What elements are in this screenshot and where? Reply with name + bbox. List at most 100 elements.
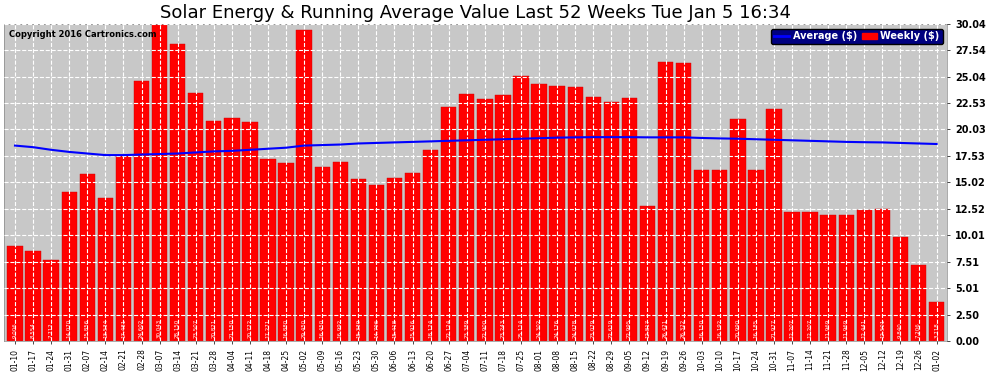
Text: 23.507: 23.507 <box>193 318 198 338</box>
Text: 26.421: 26.421 <box>663 318 668 338</box>
Bar <box>585 97 601 341</box>
Bar <box>604 102 619 341</box>
Bar <box>694 170 710 341</box>
Bar <box>206 121 222 341</box>
Text: 20.722: 20.722 <box>248 318 252 338</box>
Bar <box>712 170 728 341</box>
Text: 11.969: 11.969 <box>843 318 848 338</box>
Bar <box>839 214 854 341</box>
Text: 16.150: 16.150 <box>699 318 704 338</box>
Bar <box>278 163 294 341</box>
Bar <box>61 192 77 341</box>
Bar <box>549 86 565 341</box>
Bar <box>803 212 818 341</box>
Bar <box>441 107 456 341</box>
Bar <box>151 24 167 341</box>
Text: 12.501: 12.501 <box>880 318 885 338</box>
Bar <box>893 237 908 341</box>
Text: 24.302: 24.302 <box>537 318 542 338</box>
Text: 22.900: 22.900 <box>482 318 487 338</box>
Bar <box>333 162 347 341</box>
Text: 9.006: 9.006 <box>13 322 18 338</box>
Bar <box>188 93 203 341</box>
Text: 18.124: 18.124 <box>428 318 434 338</box>
Bar <box>784 212 800 341</box>
Text: 29.450: 29.450 <box>302 318 307 338</box>
Text: 23.079: 23.079 <box>591 318 596 338</box>
Bar <box>929 302 944 341</box>
Bar <box>405 173 420 341</box>
Bar <box>170 44 185 341</box>
Text: 17.271: 17.271 <box>265 318 270 338</box>
Text: 15.339: 15.339 <box>355 318 360 338</box>
Bar <box>640 206 655 341</box>
Bar <box>821 214 836 341</box>
Bar <box>748 170 763 341</box>
Text: 13.534: 13.534 <box>103 318 108 338</box>
Text: 26.322: 26.322 <box>681 318 686 338</box>
Bar <box>477 99 492 341</box>
Text: 12.207: 12.207 <box>790 318 795 338</box>
Text: 7.712: 7.712 <box>49 322 53 338</box>
Text: 22.995: 22.995 <box>627 318 632 338</box>
Text: 17.481: 17.481 <box>121 318 126 338</box>
Text: 24.078: 24.078 <box>572 318 578 338</box>
Bar <box>387 178 402 341</box>
Text: 15.418: 15.418 <box>392 318 397 338</box>
Bar <box>7 246 23 341</box>
Text: 3.718: 3.718 <box>935 322 940 338</box>
Text: 16.992: 16.992 <box>338 318 343 338</box>
Text: 12.207: 12.207 <box>808 318 813 338</box>
Bar <box>243 122 257 341</box>
Text: 23.389: 23.389 <box>464 318 469 338</box>
Text: 21.150: 21.150 <box>230 318 235 338</box>
Bar <box>856 210 872 341</box>
Text: 24.602: 24.602 <box>139 318 144 338</box>
Bar <box>658 62 673 341</box>
Bar <box>224 118 240 341</box>
Bar <box>622 98 638 341</box>
Text: 14.796: 14.796 <box>374 318 379 338</box>
Text: 22.619: 22.619 <box>609 318 614 338</box>
Text: 21.977: 21.977 <box>771 318 776 338</box>
Bar <box>26 251 41 341</box>
Bar <box>79 174 95 341</box>
Text: 24.176: 24.176 <box>554 318 559 338</box>
Bar <box>766 109 782 341</box>
Bar <box>98 198 113 341</box>
Text: 9.840: 9.840 <box>898 322 903 338</box>
Text: 22.124: 22.124 <box>446 318 451 338</box>
Text: Copyright 2016 Cartronics.com: Copyright 2016 Cartronics.com <box>9 30 156 39</box>
Text: 16.450: 16.450 <box>320 318 325 338</box>
Title: Solar Energy & Running Average Value Last 52 Weeks Tue Jan 5 16:34: Solar Energy & Running Average Value Las… <box>160 4 791 22</box>
Bar <box>567 87 583 341</box>
Bar <box>875 209 890 341</box>
Bar <box>423 150 439 341</box>
Text: 16.185: 16.185 <box>753 318 758 338</box>
Bar <box>368 185 384 341</box>
Bar <box>44 260 58 341</box>
Bar <box>116 156 131 341</box>
Bar <box>459 94 474 341</box>
Legend: Average ($), Weekly ($): Average ($), Weekly ($) <box>771 28 942 44</box>
Bar <box>495 96 511 341</box>
Text: 14.070: 14.070 <box>66 318 71 338</box>
Bar <box>911 265 927 341</box>
Bar <box>296 30 312 341</box>
Text: 11.969: 11.969 <box>826 318 831 338</box>
Text: 15.916: 15.916 <box>410 318 415 338</box>
Text: 15.856: 15.856 <box>85 318 90 338</box>
Bar <box>315 167 330 341</box>
Text: 30.043: 30.043 <box>157 318 162 338</box>
Text: 20.990: 20.990 <box>736 318 741 338</box>
Text: 12.441: 12.441 <box>862 318 867 338</box>
Bar <box>260 159 275 341</box>
Text: 23.243: 23.243 <box>500 318 506 338</box>
Bar <box>731 119 745 341</box>
Bar <box>513 76 529 341</box>
Text: 25.114: 25.114 <box>519 318 524 338</box>
Text: 8.554: 8.554 <box>31 322 36 338</box>
Text: 16.880: 16.880 <box>283 318 288 338</box>
Text: 12.817: 12.817 <box>644 318 650 338</box>
Text: 20.821: 20.821 <box>211 318 216 338</box>
